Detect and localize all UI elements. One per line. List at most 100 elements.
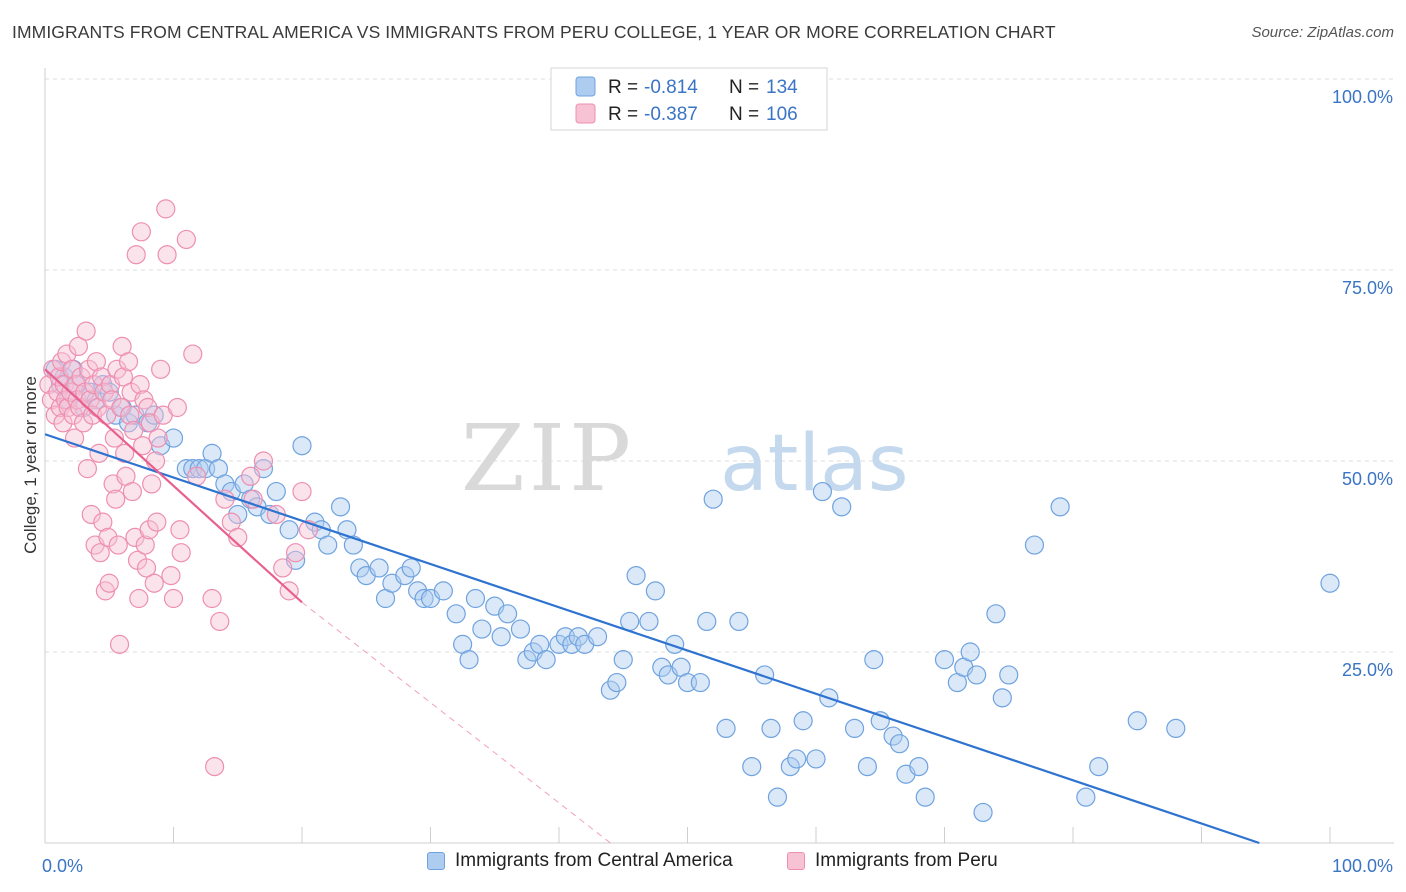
data-point xyxy=(148,428,168,448)
data-point xyxy=(57,344,77,364)
data-point xyxy=(414,588,434,609)
data-point xyxy=(832,497,852,517)
x-tick-label: 100.0% xyxy=(1332,856,1393,876)
data-point xyxy=(401,558,421,578)
data-point xyxy=(202,588,222,609)
series-peru-points xyxy=(39,199,319,777)
data-point xyxy=(151,359,171,379)
data-point xyxy=(205,756,225,777)
x-tick-labels: 0.0% 100.0% xyxy=(42,856,1393,876)
data-point xyxy=(142,474,162,494)
data-point xyxy=(118,352,139,372)
data-point xyxy=(716,718,736,739)
data-point xyxy=(163,428,184,448)
data-point xyxy=(135,535,155,555)
data-point xyxy=(122,481,142,502)
data-point xyxy=(498,604,518,624)
series-legend: Immigrants from Central America Immigran… xyxy=(0,850,1406,880)
legend-item-central-america: Immigrants from Central America xyxy=(427,850,733,872)
data-point xyxy=(600,680,621,700)
data-point xyxy=(883,726,903,746)
data-point xyxy=(171,543,191,563)
data-point xyxy=(167,397,187,418)
correlation-legend: R = -0.814 N = 134 R = -0.387 N = 106 xyxy=(550,67,828,131)
data-point xyxy=(115,443,135,463)
data-point xyxy=(446,604,466,624)
data-point xyxy=(156,199,176,219)
data-point xyxy=(1089,756,1109,777)
data-point xyxy=(285,543,306,563)
data-point xyxy=(369,558,389,578)
data-point xyxy=(104,428,124,448)
legend-n-value-blue: 134 xyxy=(766,77,798,98)
trend-line xyxy=(44,368,303,604)
data-point xyxy=(138,397,158,418)
chart-title: IMMIGRANTS FROM CENTRAL AMERICA VS IMMIG… xyxy=(12,22,1056,42)
y-axis-label: College, 1 year or more xyxy=(21,376,40,554)
data-point xyxy=(960,642,980,662)
data-point xyxy=(273,558,293,578)
data-point xyxy=(697,611,717,632)
data-point xyxy=(68,336,89,356)
trend-lines xyxy=(44,368,1260,845)
data-point xyxy=(934,650,955,670)
chart-source: Source: ZipAtlas.com xyxy=(1251,24,1394,41)
data-point xyxy=(465,588,486,609)
data-point xyxy=(170,520,190,540)
data-point xyxy=(163,588,184,609)
data-point xyxy=(761,718,781,739)
legend-label-peru: Immigrants from Peru xyxy=(815,850,998,871)
data-point xyxy=(330,497,351,517)
data-point xyxy=(215,474,235,494)
data-point xyxy=(857,756,878,777)
data-point xyxy=(767,787,788,807)
legend-n-label-pink: N = xyxy=(729,104,759,125)
data-point xyxy=(279,520,299,540)
data-point xyxy=(266,481,286,502)
data-point xyxy=(793,711,813,731)
y-tick-label: 25.0% xyxy=(1342,660,1393,680)
data-point xyxy=(652,657,672,677)
data-point xyxy=(626,565,646,586)
watermark: ZIP atlas xyxy=(461,405,909,512)
data-point xyxy=(510,619,531,639)
y-tick-labels: 25.0% 50.0% 75.0% 100.0% xyxy=(1332,87,1393,680)
data-point xyxy=(607,672,627,693)
y-tick-label: 75.0% xyxy=(1342,278,1393,298)
y-tick-label: 100.0% xyxy=(1332,87,1393,107)
data-point xyxy=(124,420,144,441)
data-point xyxy=(81,504,101,525)
data-point xyxy=(241,466,261,486)
data-point xyxy=(139,520,159,540)
data-point xyxy=(94,382,114,402)
data-point xyxy=(517,650,537,670)
data-point xyxy=(260,504,280,525)
data-point xyxy=(1166,718,1186,739)
data-point xyxy=(613,650,633,670)
data-point xyxy=(806,749,826,769)
data-point xyxy=(690,672,710,693)
data-point xyxy=(844,718,865,739)
data-point xyxy=(967,665,987,685)
data-point xyxy=(536,650,556,670)
data-point xyxy=(433,581,453,601)
data-point xyxy=(889,734,910,754)
data-point xyxy=(76,321,96,341)
data-point xyxy=(1076,787,1096,807)
data-point xyxy=(864,650,884,670)
data-point xyxy=(472,619,492,639)
data-point xyxy=(133,436,153,456)
legend-n-label-blue: N = xyxy=(729,77,759,98)
trend-line xyxy=(44,433,1260,845)
data-point xyxy=(129,588,149,609)
data-point xyxy=(620,611,640,632)
data-point xyxy=(130,375,150,395)
series-central-america-points xyxy=(45,359,1340,823)
data-point xyxy=(157,245,177,265)
y-tick-label: 50.0% xyxy=(1342,469,1393,489)
data-point xyxy=(1127,711,1147,731)
data-point xyxy=(1024,535,1045,555)
data-point xyxy=(292,436,312,456)
data-point xyxy=(113,367,133,387)
data-point xyxy=(491,627,511,647)
